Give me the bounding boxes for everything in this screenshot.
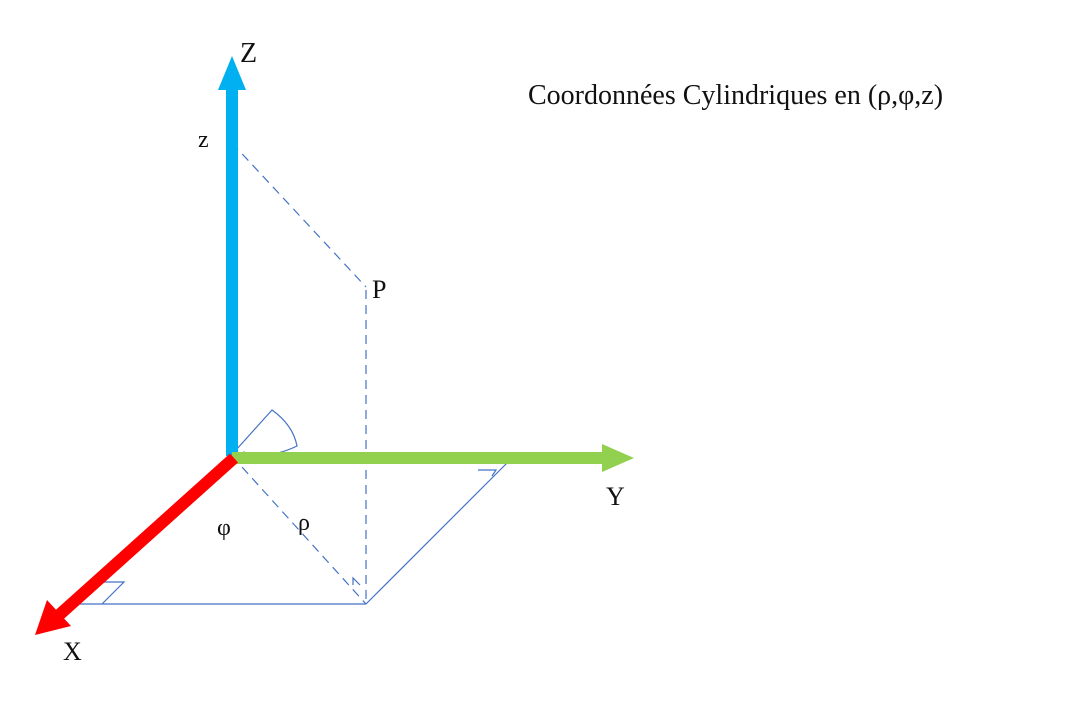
- z-axis-label: Z: [240, 38, 257, 69]
- construction-lines: [80, 142, 509, 605]
- right-angle-vertical: [352, 576, 361, 586]
- right-angle-x: [101, 581, 126, 605]
- dashed-z-to-p: [231, 142, 367, 288]
- rho-label: ρ: [298, 510, 310, 536]
- diagram-title: Coordonnées Cylindriques en (ρ,φ,z): [528, 80, 943, 111]
- y-axis: [232, 444, 634, 472]
- x-axis: [35, 453, 239, 635]
- z-coordinate-label: z: [198, 127, 209, 153]
- x-axis-label: X: [63, 637, 82, 666]
- dashed-rho-line: [231, 455, 367, 605]
- z-axis: [218, 56, 246, 456]
- y-axis-label: Y: [606, 482, 625, 511]
- right-angle-y: [478, 469, 498, 477]
- phi-label: φ: [217, 515, 231, 541]
- phi-angle-arc: [235, 409, 298, 456]
- point-p-label: P: [372, 275, 386, 304]
- projection-to-y-axis: [365, 461, 509, 605]
